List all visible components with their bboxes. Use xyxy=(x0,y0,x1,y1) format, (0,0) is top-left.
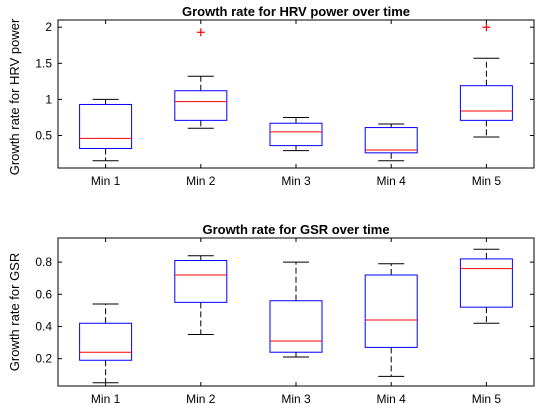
hrv-box-1 xyxy=(79,98,133,162)
gsr-ytick-label: 0.8 xyxy=(35,255,52,269)
hrv-xtick-label: Min 4 xyxy=(377,174,407,188)
hrv-ytick-label: 1 xyxy=(45,92,52,106)
gsr-box-4 xyxy=(364,263,418,377)
chart-gsr-plot: 0.2 0.4 0.6 0.8 Min 1 Min 2 Min 3 Min 4 Min 5 xyxy=(35,237,535,404)
gsr-ytick-label: 0.6 xyxy=(35,287,52,301)
gsr-xtick-label: Min 4 xyxy=(377,392,407,404)
gsr-xtick-label: Min 1 xyxy=(91,392,121,404)
hrv-xtick-label: Min 5 xyxy=(472,174,502,188)
iqr-box xyxy=(174,90,228,121)
hrv-ytick-label: 0.5 xyxy=(35,129,52,143)
chart-hrv-plot: 0.5 1 1.5 2 Min 1 Min 2 Min 3 Min 4 Min 5 xyxy=(35,19,535,188)
hrv-box-4 xyxy=(364,123,418,162)
gsr-xtick-label: Min 2 xyxy=(186,392,216,404)
gsr-box-1 xyxy=(79,303,133,384)
gsr-ytick-label: 0.4 xyxy=(35,319,52,333)
iqr-box xyxy=(364,274,418,348)
iqr-box xyxy=(174,260,228,303)
iqr-box xyxy=(364,127,418,154)
iqr-box xyxy=(459,258,513,308)
gsr-ytick-label: 0.2 xyxy=(35,352,52,366)
chart-gsr-title: Growth rate for GSR over time xyxy=(202,222,389,237)
hrv-box-5 xyxy=(459,23,513,138)
iqr-box xyxy=(79,322,133,361)
gsr-box-5 xyxy=(459,248,513,324)
iqr-box xyxy=(269,300,323,353)
gsr-axes-box xyxy=(57,237,535,387)
hrv-ytick-label: 1.5 xyxy=(35,56,52,70)
iqr-box xyxy=(79,103,133,150)
gsr-xtick-label: Min 5 xyxy=(472,392,502,404)
hrv-box-3 xyxy=(269,116,323,152)
chart-gsr-ylabel: Growth rate for GSR xyxy=(7,253,22,371)
iqr-box xyxy=(459,85,513,121)
chart-hrv-title: Growth rate for HRV power over time xyxy=(182,4,410,19)
hrv-xtick-label: Min 2 xyxy=(186,174,216,188)
outlier-marker xyxy=(482,23,491,32)
chart-hrv: Growth rate for HRV power over time Grow… xyxy=(7,4,535,188)
gsr-xtick-label: Min 3 xyxy=(281,392,311,404)
iqr-box xyxy=(269,122,323,147)
hrv-ytick-label: 2 xyxy=(45,20,52,34)
gsr-box-3 xyxy=(269,261,323,358)
hrv-xtick-label: Min 3 xyxy=(281,174,311,188)
hrv-xtick-label: Min 1 xyxy=(91,174,121,188)
chart-gsr: Growth rate for GSR over time Growth rat… xyxy=(7,222,535,404)
outlier-marker xyxy=(196,28,205,37)
hrv-box-2 xyxy=(174,28,228,129)
gsr-box-2 xyxy=(174,255,228,336)
chart-hrv-ylabel: Growth rate for HRV power xyxy=(7,18,22,175)
